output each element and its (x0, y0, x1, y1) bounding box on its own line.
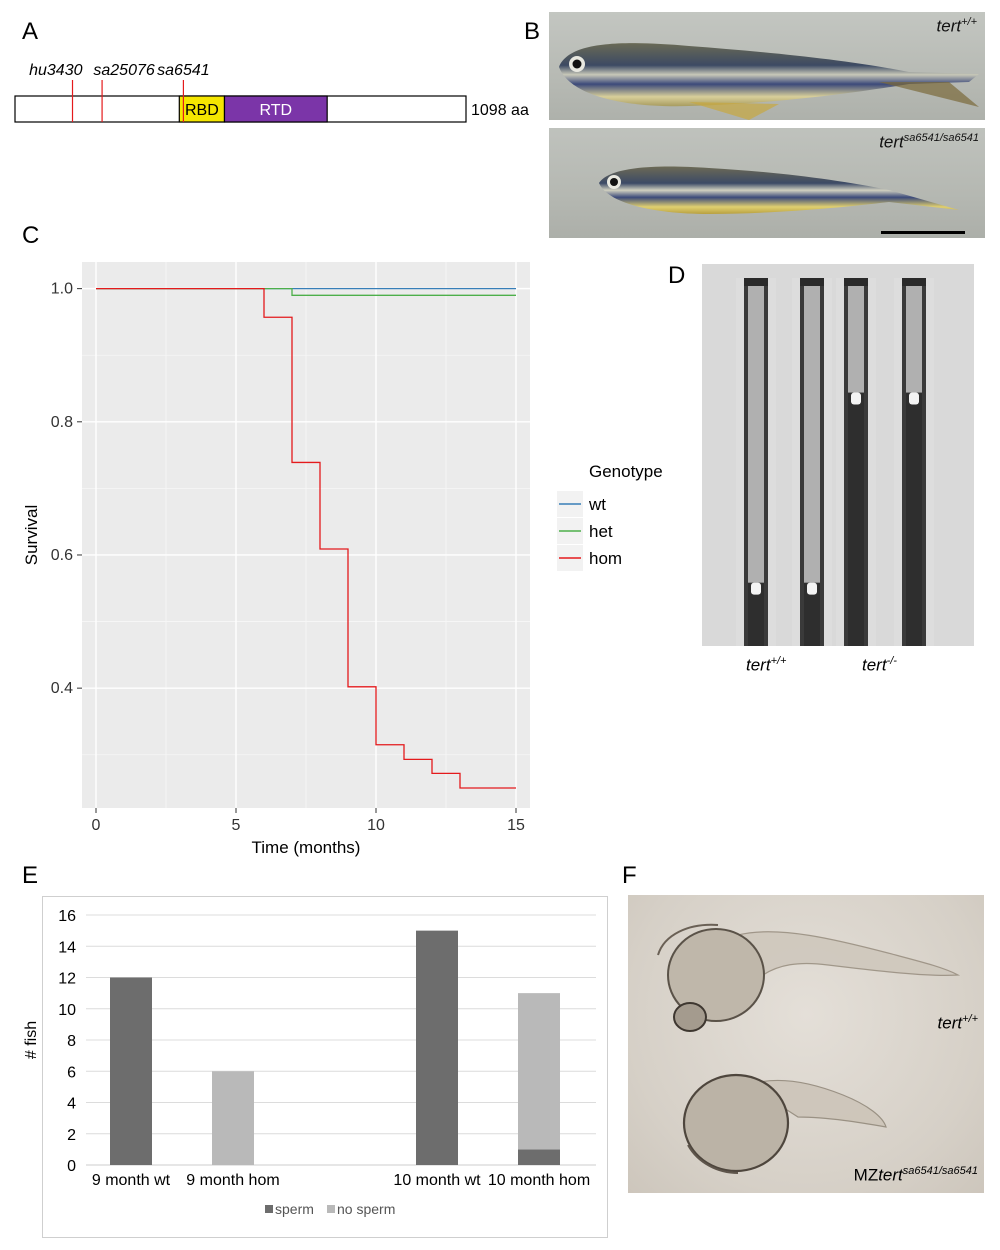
fish-genotype-label-mutant: tertsa6541/sa6541 (879, 132, 979, 153)
legend-label: sperm (275, 1201, 314, 1217)
legend-item-sperm: sperm (265, 1201, 314, 1217)
sperm-bar-chart: 0 2 4 6 8 10 12 14 16 9 month wt 9 month hom 10 mon… (23, 908, 596, 1217)
x-tick-label: 5 (232, 817, 241, 834)
fish-wt-icon (559, 43, 979, 120)
genotype-sup: +/+ (961, 16, 977, 28)
fish-genotype-label-wt: tert+/+ (937, 16, 977, 37)
mutation-label-sa6541: sa6541 (157, 62, 210, 79)
embryo-label-wt: tert+/+ (938, 1013, 978, 1034)
y-tick-label: 0 (67, 1158, 76, 1175)
capillary-tube (736, 278, 776, 646)
legend-label: het (589, 522, 613, 541)
y-tick-label: 2 (67, 1127, 76, 1144)
x-tick-label: 10 (367, 817, 385, 834)
bar-sperm (518, 1149, 560, 1165)
y-axis-label: # fish (23, 1021, 40, 1059)
genotype-sup: +/+ (962, 1013, 978, 1025)
embryo-photo: tert+/+ MZtertsa6541/sa6541 (628, 895, 984, 1193)
series-line-hom (96, 287, 516, 789)
y-tick-label: 0.8 (51, 414, 73, 431)
genotype-base: tert (936, 16, 962, 36)
category-label: 9 month hom (186, 1172, 279, 1189)
panel-label-b: B (524, 18, 541, 45)
embryo-label-mutant: MZtertsa6541/sa6541 (854, 1165, 978, 1186)
fish-mutant-icon (599, 166, 965, 234)
x-axis-label: Time (months) (252, 838, 361, 857)
y-tick-label: 10 (58, 1002, 76, 1019)
y-tick-label: 6 (67, 1064, 76, 1081)
capillary-tube (792, 278, 832, 646)
bar-no-sperm (212, 1071, 254, 1165)
genotype-base: tert (862, 655, 887, 675)
genotype-base: tert (878, 1165, 903, 1185)
capillary-tubes-photo (702, 264, 974, 646)
legend-label: no sperm (337, 1201, 395, 1217)
panel-label-d: D (668, 262, 686, 289)
legend-item-no-sperm: no sperm (327, 1201, 395, 1217)
domain-label: RBD (185, 102, 219, 119)
y-tick-label: 1.0 (51, 281, 73, 298)
panel-label-e: E (22, 862, 39, 889)
domain-rbd: RBD (178, 95, 226, 123)
capillary-tube (894, 278, 934, 646)
capillary-tube (836, 278, 876, 646)
y-tick-label: 4 (67, 1096, 76, 1113)
category-label: 9 month wt (92, 1172, 171, 1189)
capillary-label-mutant: tert-/- (862, 655, 897, 676)
genotype-sup: sa6541/sa6541 (903, 132, 979, 144)
survival-curve-chart: 0 5 10 15 0.4 0.6 0.8 1.0 Time (months) Survival G… (22, 262, 663, 857)
embryo-icons (657, 923, 961, 1174)
domain-label: RTD (260, 102, 293, 119)
panel-label-a: A (22, 18, 39, 45)
category-label: 10 month hom (488, 1172, 590, 1189)
y-axis-label: Survival (22, 505, 41, 565)
genotype-base: tert (746, 655, 771, 675)
legend-item-het: het (557, 518, 613, 544)
genotype-prefix: MZ (853, 1165, 879, 1185)
panel-label-f: F (622, 862, 637, 889)
y-tick-label: 14 (58, 939, 76, 956)
legend-item-hom: hom (557, 545, 622, 571)
legend-item-wt: wt (557, 491, 606, 517)
bar-sperm (416, 930, 458, 1165)
adult-fish-photo-wt: tert+/+ (549, 12, 985, 120)
genotype-sup: -/- (886, 655, 897, 667)
mutation-label-sa25076: sa25076 (93, 62, 154, 79)
genotype-sup: sa6541/sa6541 (902, 1165, 978, 1177)
protein-domain-diagram: RBD RTD hu3430 sa25076 sa6541 1098 aa (14, 62, 529, 123)
bar-no-sperm (518, 993, 560, 1150)
y-tick-label: 0.6 (51, 547, 73, 564)
bar-chart-frame (42, 896, 608, 1238)
category-label: 10 month wt (393, 1172, 481, 1189)
genotype-sup: +/+ (770, 655, 787, 667)
domain-rtd: RTD (223, 95, 328, 123)
adult-fish-photo-mutant: tertsa6541/sa6541 (549, 128, 985, 238)
y-tick-label: 12 (58, 971, 76, 988)
y-tick-label: 16 (58, 908, 76, 925)
panel-label-c: C (22, 222, 40, 249)
x-tick-label: 0 (92, 817, 101, 834)
x-tick-label: 15 (507, 817, 525, 834)
scale-bar (881, 231, 965, 234)
legend-label: wt (588, 495, 606, 514)
genotype-base: tert (879, 132, 904, 152)
legend-label: hom (589, 549, 622, 568)
mutation-label-hu3430: hu3430 (29, 62, 82, 79)
y-tick-label: 8 (67, 1033, 76, 1050)
genotype-base: tert (937, 1013, 963, 1033)
bar-sperm (110, 977, 152, 1165)
y-tick-label: 0.4 (51, 680, 73, 697)
capillary-label-wt: tert+/+ (746, 655, 786, 676)
protein-length-label: 1098 aa (471, 102, 529, 119)
legend-title: Genotype (589, 462, 663, 481)
